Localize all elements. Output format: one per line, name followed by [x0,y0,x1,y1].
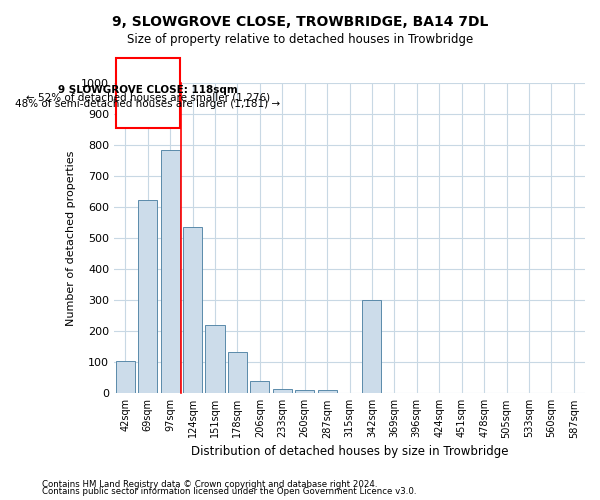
Text: Contains public sector information licensed under the Open Government Licence v3: Contains public sector information licen… [42,487,416,496]
Text: 48% of semi-detached houses are larger (1,181) →: 48% of semi-detached houses are larger (… [16,100,281,110]
Y-axis label: Number of detached properties: Number of detached properties [65,150,76,326]
Bar [183,228,202,394]
Text: 9, SLOWGROVE CLOSE, TROWBRIDGE, BA14 7DL: 9, SLOWGROVE CLOSE, TROWBRIDGE, BA14 7DL [112,15,488,29]
Text: Size of property relative to detached houses in Trowbridge: Size of property relative to detached ho… [127,32,473,46]
Bar [228,352,247,394]
Bar [362,300,382,394]
Bar [161,150,179,394]
Bar [116,362,135,394]
X-axis label: Distribution of detached houses by size in Trowbridge: Distribution of detached houses by size … [191,444,508,458]
Text: Contains HM Land Registry data © Crown copyright and database right 2024.: Contains HM Land Registry data © Crown c… [42,480,377,489]
FancyBboxPatch shape [116,58,180,128]
Bar [295,390,314,394]
Bar [317,390,337,394]
Text: ← 52% of detached houses are smaller (1,276): ← 52% of detached houses are smaller (1,… [26,92,270,102]
Text: 9 SLOWGROVE CLOSE: 118sqm: 9 SLOWGROVE CLOSE: 118sqm [58,86,238,96]
Bar [273,388,292,394]
Bar [138,200,157,394]
Bar [205,325,224,394]
Bar [250,381,269,394]
